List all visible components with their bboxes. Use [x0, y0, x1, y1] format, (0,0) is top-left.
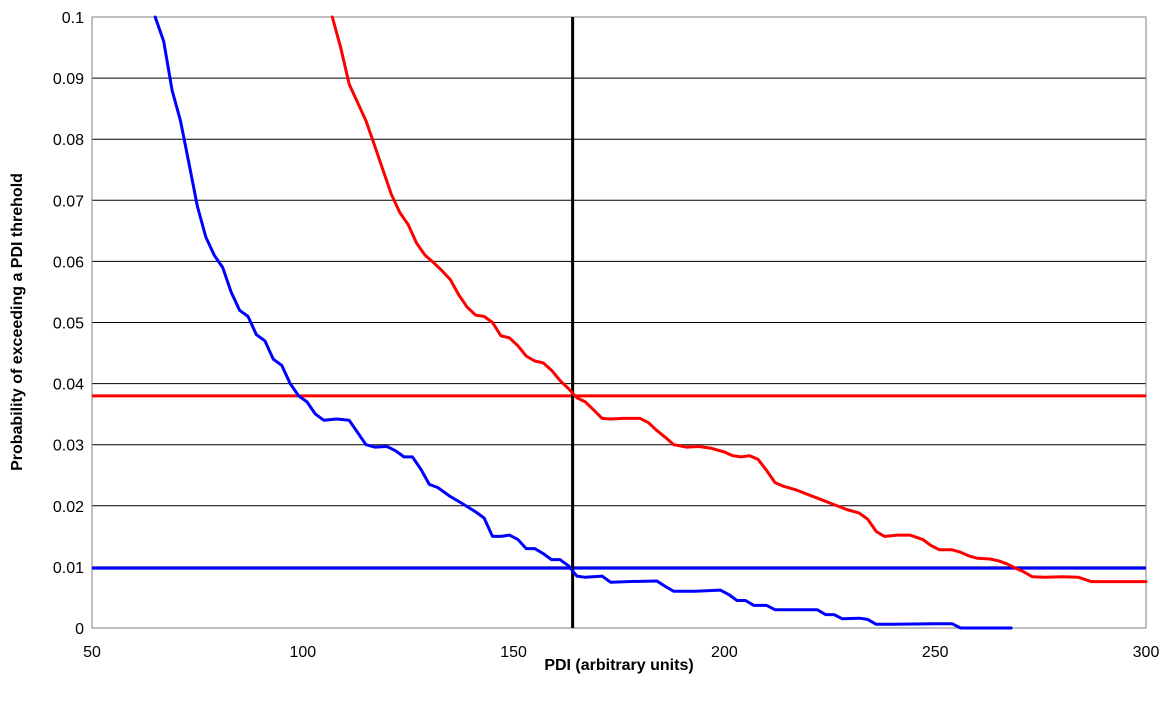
y-tick-label: 0.02 — [53, 499, 84, 516]
y-tick-label: 0.08 — [53, 132, 84, 149]
x-tick-label: 50 — [83, 644, 101, 661]
y-tick-label: 0.06 — [53, 254, 84, 271]
x-tick-label: 250 — [922, 644, 949, 661]
x-tick-label: 100 — [289, 644, 316, 661]
y-tick-label: 0.07 — [53, 193, 84, 210]
y-tick-label: 0.09 — [53, 71, 84, 88]
y-tick-label: 0.1 — [62, 10, 84, 27]
series-line-1 — [330, 15, 1148, 584]
series-line-0 — [153, 15, 1013, 630]
x-tick-label: 200 — [711, 644, 738, 661]
x-tick-label: 150 — [500, 644, 527, 661]
y-tick-label: 0.04 — [53, 377, 84, 394]
y-tick-label: 0 — [75, 621, 84, 638]
y-axis-title: Probability of exceeding a PDI threhold — [9, 173, 26, 471]
x-tick-label: 300 — [1133, 644, 1160, 661]
x-axis-title: PDI (arbitrary units) — [544, 657, 693, 674]
series-layer — [153, 15, 1148, 630]
plot-area — [91, 16, 1147, 629]
reference-lines — [92, 17, 1146, 628]
y-axis-ticks: 0 0.01 0.02 0.03 0.04 0.05 0.06 0.07 0.08 0.09 0.1 — [53, 10, 84, 638]
y-tick-label: 0.05 — [53, 316, 84, 333]
y-tick-label: 0.03 — [53, 438, 84, 455]
x-axis-ticks: 50 100 150 200 250 300 — [83, 644, 1159, 661]
y-tick-label: 0.01 — [53, 560, 84, 577]
